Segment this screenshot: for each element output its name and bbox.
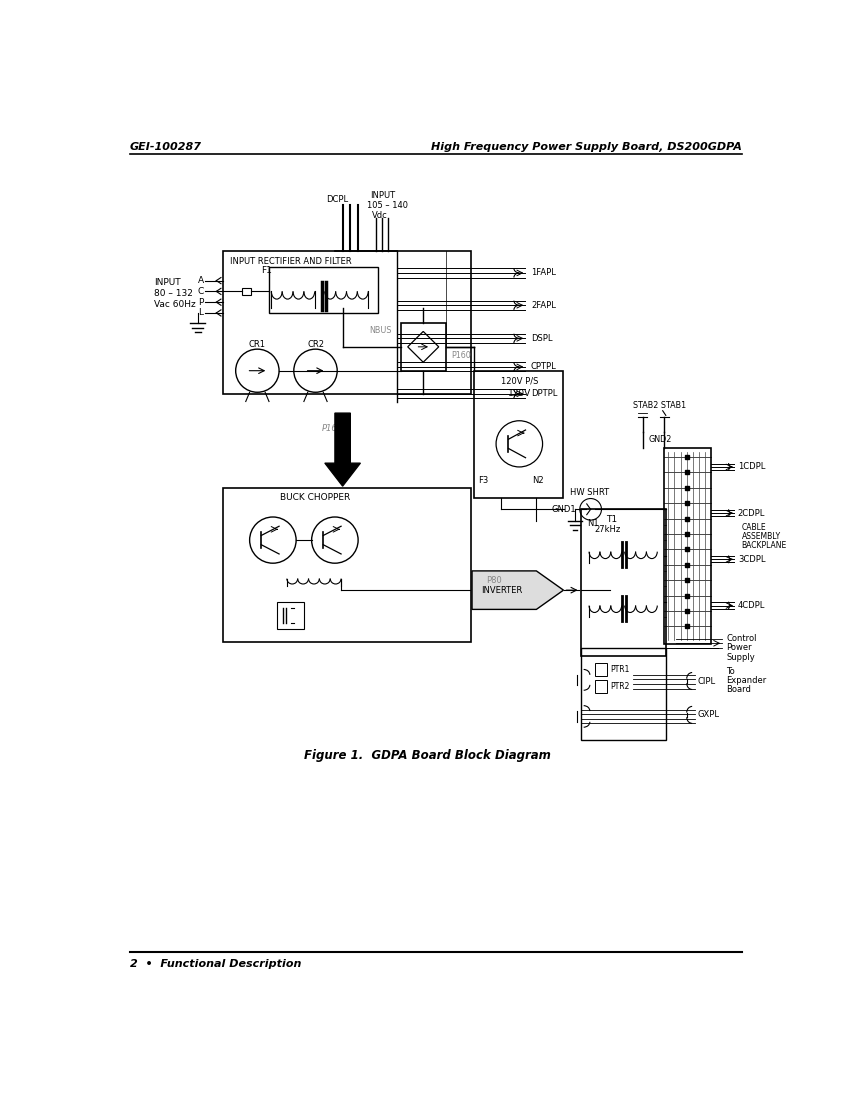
Polygon shape bbox=[325, 412, 360, 486]
Text: Expander: Expander bbox=[726, 675, 767, 684]
Text: CR2: CR2 bbox=[307, 340, 324, 349]
Text: PTR1: PTR1 bbox=[610, 666, 629, 674]
Polygon shape bbox=[472, 571, 564, 609]
Text: INPUT RECTIFIER AND FILTER: INPUT RECTIFIER AND FILTER bbox=[230, 257, 352, 266]
Bar bbox=[223, 252, 471, 394]
Text: 27kHz: 27kHz bbox=[594, 525, 620, 533]
Bar bbox=[581, 509, 666, 656]
Text: INPUT: INPUT bbox=[155, 278, 181, 287]
Text: A: A bbox=[198, 276, 204, 285]
Bar bbox=[242, 287, 251, 295]
Bar bbox=[594, 680, 607, 693]
Text: HW SHRT: HW SHRT bbox=[570, 488, 609, 497]
Text: P160: P160 bbox=[321, 424, 343, 433]
Text: 2CDPL: 2CDPL bbox=[738, 508, 765, 518]
Text: GXPL: GXPL bbox=[698, 711, 720, 719]
Text: P: P bbox=[198, 298, 203, 307]
Text: F1: F1 bbox=[261, 266, 272, 275]
Text: Control: Control bbox=[726, 635, 756, 643]
Text: BACKPLANE: BACKPLANE bbox=[742, 541, 787, 550]
Text: 120V: 120V bbox=[507, 389, 531, 398]
Text: 105 – 140: 105 – 140 bbox=[367, 200, 408, 210]
Text: 120V P/S: 120V P/S bbox=[501, 376, 538, 385]
Text: GEI-100287: GEI-100287 bbox=[129, 142, 201, 153]
Text: PTR2: PTR2 bbox=[610, 682, 629, 691]
Text: 2FAPL: 2FAPL bbox=[531, 300, 556, 310]
Text: Power: Power bbox=[726, 644, 752, 652]
Text: 1FAPL: 1FAPL bbox=[531, 268, 556, 277]
Text: NBUS: NBUS bbox=[370, 327, 392, 336]
Text: T1: T1 bbox=[606, 515, 617, 524]
Text: CABLE: CABLE bbox=[742, 522, 767, 531]
Text: N1: N1 bbox=[586, 519, 598, 528]
Text: F3: F3 bbox=[479, 476, 489, 485]
Text: P160: P160 bbox=[451, 351, 471, 360]
Text: BUCK CHOPPER: BUCK CHOPPER bbox=[280, 493, 350, 503]
Bar bbox=[594, 663, 607, 675]
Text: INPUT: INPUT bbox=[370, 190, 395, 199]
Text: 1CDPL: 1CDPL bbox=[738, 462, 765, 472]
Bar bbox=[400, 323, 445, 371]
Bar bbox=[223, 487, 471, 641]
Text: High Frequency Power Supply Board, DS200GDPA: High Frequency Power Supply Board, DS200… bbox=[431, 142, 742, 153]
Text: Vac 60Hz: Vac 60Hz bbox=[155, 300, 196, 309]
Text: CIPL: CIPL bbox=[698, 676, 716, 685]
Text: Board: Board bbox=[726, 685, 751, 694]
Text: To: To bbox=[726, 667, 735, 675]
Text: GND1: GND1 bbox=[552, 505, 576, 514]
Bar bbox=[277, 602, 304, 628]
Bar bbox=[581, 648, 666, 740]
Text: P80: P80 bbox=[486, 576, 501, 585]
Text: Figure 1.  GDPA Board Block Diagram: Figure 1. GDPA Board Block Diagram bbox=[304, 749, 552, 762]
Text: L: L bbox=[198, 308, 202, 318]
Text: C: C bbox=[198, 287, 204, 296]
Bar bbox=[474, 371, 564, 497]
Text: DSPL: DSPL bbox=[531, 334, 552, 343]
Text: 3CDPL: 3CDPL bbox=[738, 554, 765, 564]
Text: N2: N2 bbox=[532, 476, 544, 485]
Bar bbox=[664, 448, 711, 645]
Text: 2  •  Functional Description: 2 • Functional Description bbox=[129, 958, 301, 969]
Text: 80 – 132: 80 – 132 bbox=[155, 289, 193, 298]
Text: Vdc: Vdc bbox=[372, 211, 388, 220]
Text: ASSEMBLY: ASSEMBLY bbox=[742, 531, 781, 541]
Text: 4CDPL: 4CDPL bbox=[738, 601, 765, 610]
Text: DPTPL: DPTPL bbox=[531, 389, 558, 398]
Text: INVERTER: INVERTER bbox=[481, 585, 522, 595]
Bar bbox=[269, 267, 377, 314]
Text: DCPL: DCPL bbox=[326, 196, 348, 205]
Text: CPTPL: CPTPL bbox=[531, 362, 557, 372]
Text: CR1: CR1 bbox=[249, 340, 266, 349]
Text: Supply: Supply bbox=[726, 652, 755, 661]
Text: GND2: GND2 bbox=[649, 436, 672, 444]
Text: STAB2 STAB1: STAB2 STAB1 bbox=[633, 400, 686, 410]
